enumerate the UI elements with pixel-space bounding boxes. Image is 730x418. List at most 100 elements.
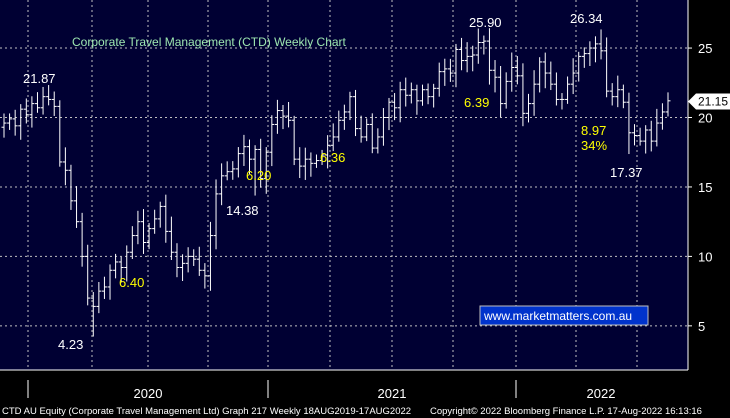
price-bar — [626, 92, 632, 155]
price-bar — [263, 147, 269, 194]
price-bar — [386, 97, 392, 131]
price-bar — [297, 147, 303, 179]
price-bar — [207, 221, 213, 291]
y-axis: 5 10 15 20 25 — [687, 0, 712, 370]
price-bar — [375, 128, 381, 154]
price-annotation: 26.34 — [570, 11, 603, 26]
price-bar — [269, 115, 275, 167]
price-bar — [498, 65, 504, 117]
price-bar — [514, 56, 520, 85]
x-tick-label: 2022 — [587, 386, 616, 401]
price-bar — [157, 201, 163, 228]
price-bar — [659, 103, 665, 130]
price-bar — [604, 37, 610, 98]
price-bar — [392, 93, 398, 121]
price-bar — [135, 210, 141, 245]
y-tick-label: 25 — [698, 41, 712, 56]
price-bar — [319, 149, 325, 165]
price-bar — [224, 161, 230, 181]
price-bar — [570, 58, 576, 95]
price-annotation: 34% — [581, 138, 607, 153]
price-bar — [531, 70, 537, 116]
price-annotation: 17.37 — [610, 165, 643, 180]
price-bar — [18, 104, 24, 140]
price-bar — [447, 58, 453, 82]
price-annotation: 6.40 — [119, 275, 144, 290]
price-bar — [436, 62, 442, 97]
footer-right: Copyright© 2022 Bloomberg Finance L.P. 1… — [430, 406, 702, 417]
price-bar — [358, 115, 364, 143]
price-bar — [101, 276, 107, 299]
price-bar — [40, 86, 46, 115]
price-bar — [565, 76, 571, 104]
price-bar — [90, 292, 96, 337]
price-bar — [581, 47, 587, 68]
price-bar — [637, 127, 643, 146]
price-bar — [96, 282, 102, 314]
price-bar — [85, 244, 91, 306]
price-bar — [587, 41, 593, 66]
x-tick-label: 2021 — [378, 386, 407, 401]
price-annotation: 8.97 — [581, 123, 606, 138]
price-bar — [453, 43, 459, 88]
price-bar — [369, 113, 375, 154]
price-bar — [481, 35, 487, 55]
price-bar — [542, 52, 548, 89]
last-price-label: 21.15 — [698, 95, 728, 109]
price-bar — [113, 253, 119, 279]
price-annotation: 25.90 — [469, 15, 502, 30]
price-bar — [274, 99, 280, 134]
price-bar — [302, 147, 308, 180]
price-bar — [520, 63, 526, 127]
price-annotation: 14.38 — [226, 203, 259, 218]
price-bar — [235, 147, 241, 178]
price-bar — [29, 96, 35, 128]
price-bar — [213, 179, 219, 250]
price-bar — [280, 104, 286, 130]
price-bar — [442, 58, 448, 86]
watermark-box[interactable]: www.marketmatters.com.au — [479, 305, 649, 326]
price-bar — [408, 82, 414, 104]
price-bar — [492, 60, 498, 93]
price-bar — [12, 109, 18, 136]
price-bar — [509, 52, 515, 92]
price-bar — [576, 51, 582, 82]
price-bar — [553, 72, 559, 106]
price-bar — [503, 72, 509, 109]
price-bar — [397, 81, 403, 123]
price-bar — [57, 100, 63, 167]
price-bar — [68, 164, 74, 210]
price-bar — [107, 264, 113, 300]
annotations: 21.87 4.23 6.40 14.38 6.20 6.36 25.90 6.39 26.34… — [23, 11, 643, 352]
price-bar — [180, 254, 186, 281]
y-tick-label: 20 — [698, 111, 712, 126]
footer-left: CTD AU Equity (Corporate Travel Manageme… — [2, 406, 411, 417]
price-bar — [486, 28, 492, 85]
grid-lines — [0, 0, 688, 370]
price-annotation: 4.23 — [58, 337, 83, 352]
price-annotation: 6.20 — [246, 168, 271, 183]
price-bar — [419, 84, 425, 106]
price-bar — [475, 28, 481, 64]
price-bar — [643, 125, 649, 154]
price-bars — [1, 28, 671, 337]
price-bar — [23, 98, 29, 124]
last-price-tag: 21.15 — [688, 93, 730, 110]
price-annotation: 6.36 — [320, 150, 345, 165]
price-bar — [654, 108, 660, 147]
price-bar — [258, 138, 264, 188]
price-annotation: 6.39 — [464, 95, 489, 110]
price-bar — [140, 209, 146, 254]
price-bar — [241, 134, 247, 166]
price-bar — [470, 45, 476, 72]
price-bar — [559, 93, 565, 110]
price-bar — [46, 85, 52, 106]
y-tick-label: 10 — [698, 249, 712, 264]
y-tick-label: 15 — [698, 180, 712, 195]
price-bar — [308, 152, 314, 177]
price-bar — [325, 135, 331, 169]
price-bar — [34, 92, 40, 113]
price-bar — [252, 145, 258, 196]
price-bar — [174, 243, 180, 278]
watermark-link[interactable]: www.marketmatters.com.au — [483, 309, 632, 323]
